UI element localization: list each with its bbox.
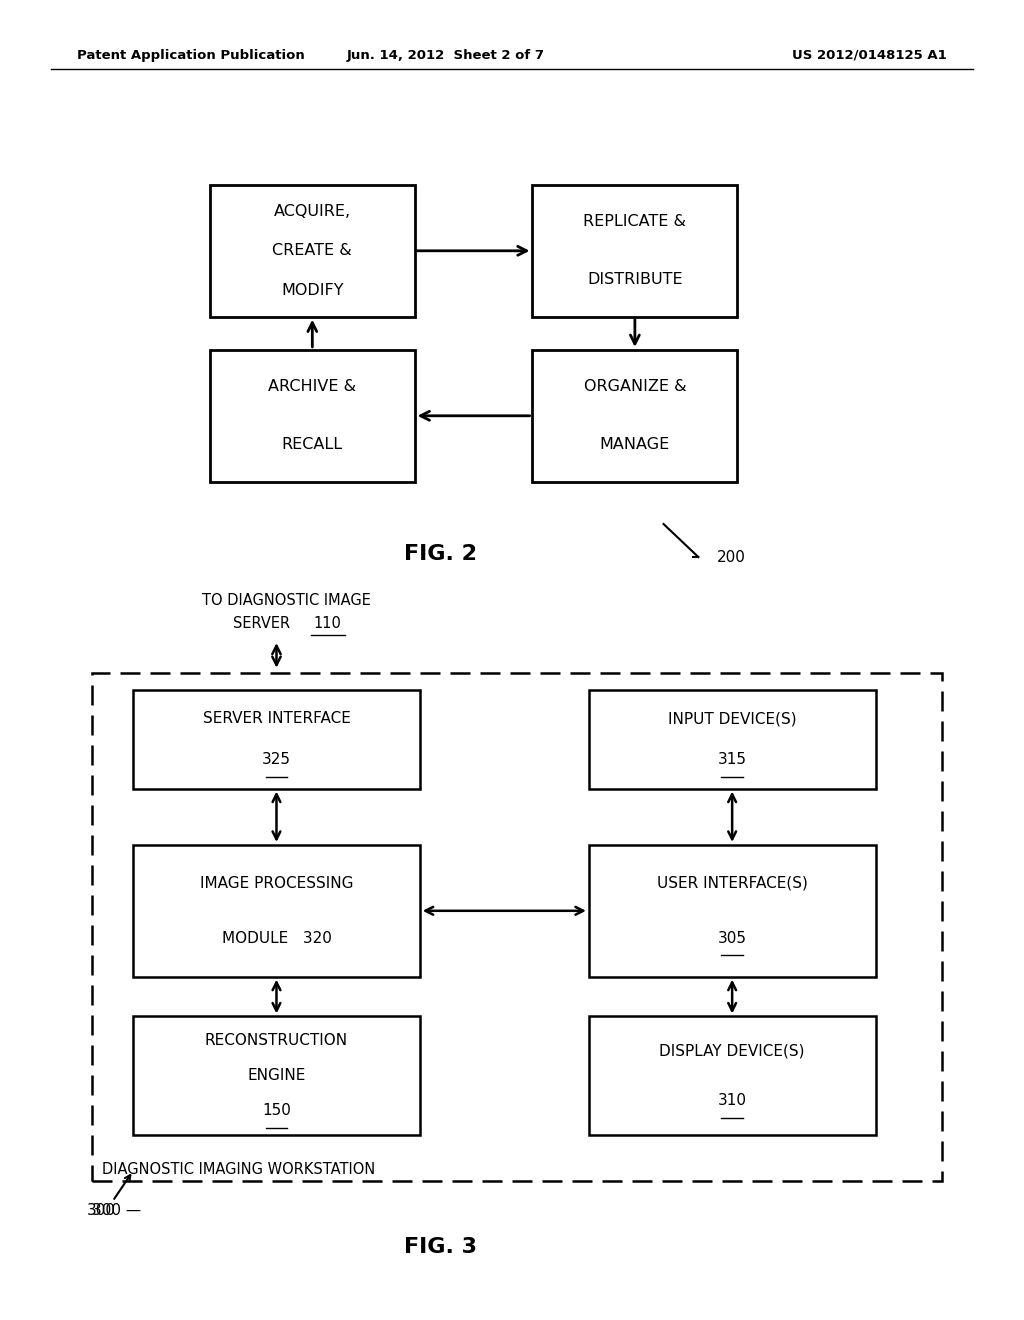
Text: CREATE &: CREATE & (272, 243, 352, 259)
Text: USER INTERFACE(S): USER INTERFACE(S) (656, 875, 808, 891)
Text: IMAGE PROCESSING: IMAGE PROCESSING (200, 875, 353, 891)
Text: ACQUIRE,: ACQUIRE, (273, 203, 351, 219)
Text: 300: 300 (87, 1203, 116, 1218)
Text: SERVER: SERVER (232, 615, 290, 631)
Text: MODIFY: MODIFY (281, 282, 344, 298)
Text: FIG. 2: FIG. 2 (403, 544, 477, 565)
Text: Jun. 14, 2012  Sheet 2 of 7: Jun. 14, 2012 Sheet 2 of 7 (346, 49, 545, 62)
Bar (589, 689, 876, 788)
Text: DIAGNOSTIC IMAGING WORKSTATION: DIAGNOSTIC IMAGING WORKSTATION (102, 1163, 376, 1177)
Text: MODULE   320: MODULE 320 (221, 931, 332, 946)
Text: 200: 200 (717, 549, 745, 565)
Text: 150: 150 (262, 1104, 291, 1118)
Bar (133, 689, 420, 788)
Bar (133, 845, 420, 977)
Bar (532, 185, 737, 317)
Text: FIG. 3: FIG. 3 (403, 1237, 477, 1258)
Bar (532, 350, 737, 482)
Text: MANAGE: MANAGE (600, 437, 670, 453)
Text: RECALL: RECALL (282, 437, 343, 453)
Text: 315: 315 (718, 752, 746, 767)
Text: DISTRIBUTE: DISTRIBUTE (587, 272, 683, 288)
Text: US 2012/0148125 A1: US 2012/0148125 A1 (793, 49, 947, 62)
Bar (210, 185, 415, 317)
Text: ARCHIVE &: ARCHIVE & (268, 379, 356, 395)
Text: 325: 325 (262, 752, 291, 767)
Bar (589, 1016, 876, 1135)
Text: ENGINE: ENGINE (247, 1068, 306, 1084)
Text: RECONSTRUCTION: RECONSTRUCTION (205, 1034, 348, 1048)
Text: 300 —: 300 — (92, 1203, 141, 1218)
Text: INPUT DEVICE(S): INPUT DEVICE(S) (668, 711, 797, 726)
Text: SERVER INTERFACE: SERVER INTERFACE (203, 711, 350, 726)
Text: REPLICATE &: REPLICATE & (584, 214, 686, 230)
Text: 305: 305 (718, 931, 746, 946)
Bar (589, 845, 876, 977)
Text: TO DIAGNOSTIC IMAGE: TO DIAGNOSTIC IMAGE (203, 593, 371, 609)
Bar (92, 673, 942, 1181)
Text: 310: 310 (718, 1093, 746, 1107)
Text: 110: 110 (313, 615, 342, 631)
Text: Patent Application Publication: Patent Application Publication (77, 49, 304, 62)
Bar (210, 350, 415, 482)
Text: ORGANIZE &: ORGANIZE & (584, 379, 686, 395)
Text: DISPLAY DEVICE(S): DISPLAY DEVICE(S) (659, 1044, 805, 1059)
Bar (133, 1016, 420, 1135)
